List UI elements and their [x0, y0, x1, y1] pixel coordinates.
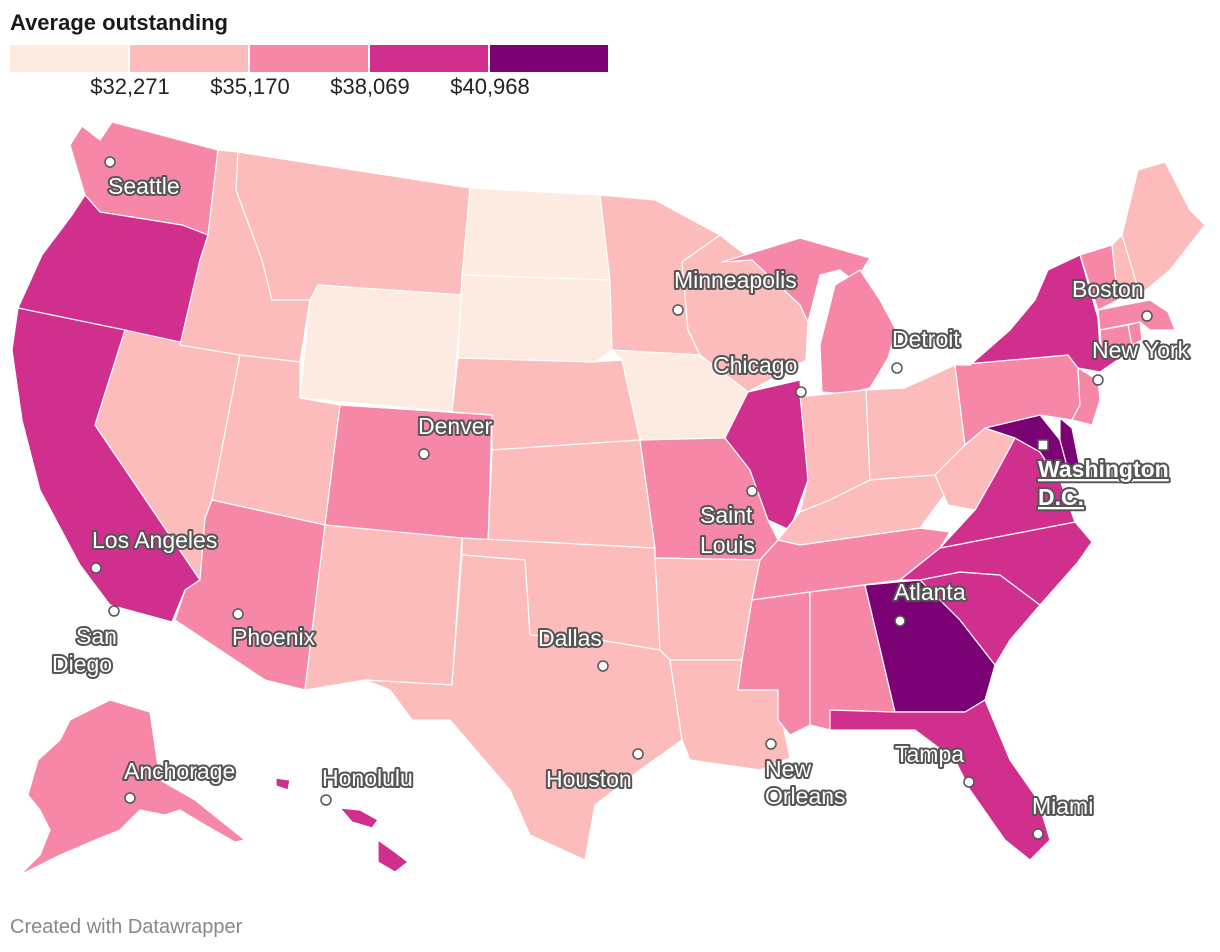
- city-label-houston: Houston: [546, 766, 632, 792]
- city-label-saint-louis-1: Saint: [700, 502, 753, 528]
- city-marker-san-diego: [108, 605, 120, 617]
- state-TX[interactable]: [364, 554, 683, 861]
- city-label-san-diego-1: San: [76, 623, 117, 649]
- state-HI3[interactable]: [275, 777, 291, 791]
- credit-text: Created with Datawrapper: [10, 916, 243, 938]
- legend-label-4: $40,968: [450, 74, 530, 99]
- state-NY[interactable]: [954, 254, 1126, 373]
- city-marker-tampa: [963, 776, 975, 788]
- state-DE[interactable]: [1059, 417, 1081, 471]
- city-label-boston: Boston: [1072, 276, 1144, 302]
- city-label-washington-d-c-2: D.C.: [1038, 484, 1084, 510]
- legend-swatch-5: [488, 45, 608, 72]
- city-label-honolulu: Honolulu: [322, 765, 413, 791]
- city-marker-new-orleans: [765, 738, 777, 750]
- city-marker-new-york: [1092, 374, 1104, 386]
- city-marker-houston: [632, 748, 644, 760]
- state-ME[interactable]: [1121, 161, 1206, 296]
- city-marker-minneapolis: [672, 304, 684, 316]
- city-label-washington-d-c-1: Washington: [1038, 456, 1169, 482]
- city-marker-dallas: [597, 660, 609, 672]
- city-label-new-orleans-2: Orleans: [765, 783, 846, 809]
- state-KS[interactable]: [487, 439, 656, 549]
- state-MT[interactable]: [235, 151, 471, 301]
- city-label-san-diego-2: Diego: [52, 651, 112, 677]
- city-marker-phoenix: [232, 608, 244, 620]
- color-legend: [10, 45, 608, 72]
- city-label-new-york: New York: [1092, 337, 1190, 363]
- city-label-detroit: Detroit: [892, 326, 960, 352]
- city-label-seattle: Seattle: [108, 173, 180, 199]
- city-marker-atlanta: [894, 615, 906, 627]
- legend-swatch-4: [368, 45, 488, 72]
- state-HI[interactable]: [377, 839, 409, 873]
- city-label-miami: Miami: [1032, 793, 1093, 819]
- city-label-los-angeles: Los Angeles: [92, 527, 217, 553]
- city-marker-los-angeles: [90, 562, 102, 574]
- city-marker-honolulu: [320, 794, 332, 806]
- state-AK[interactable]: [19, 699, 246, 876]
- city-label-tampa: Tampa: [895, 741, 964, 767]
- city-marker-anchorage: [124, 792, 136, 804]
- state-WY[interactable]: [299, 284, 463, 413]
- legend-label-2: $35,170: [210, 74, 290, 99]
- city-marker-saint-louis: [746, 485, 758, 497]
- city-label-phoenix: Phoenix: [232, 624, 316, 650]
- state-WI[interactable]: [681, 234, 809, 393]
- city-marker-boston: [1141, 310, 1153, 322]
- state-HI2[interactable]: [339, 807, 379, 829]
- city-label-chicago: Chicago: [713, 352, 797, 378]
- city-marker-seattle: [104, 156, 116, 168]
- state-NM[interactable]: [304, 524, 463, 691]
- legend-label-3: $38,069: [330, 74, 410, 99]
- city-label-new-orleans-1: New: [765, 756, 811, 782]
- legend-label-1: $32,271: [90, 74, 170, 99]
- state-MA[interactable]: [1097, 299, 1176, 331]
- state-ND[interactable]: [461, 187, 611, 281]
- city-label-anchorage: Anchorage: [124, 758, 235, 784]
- city-label-saint-louis-2: Louis: [700, 532, 755, 558]
- city-label-denver: Denver: [418, 413, 492, 439]
- city-marker-washington-d-c: [1037, 439, 1049, 451]
- state-MI[interactable]: [721, 237, 871, 323]
- state-SD[interactable]: [457, 274, 613, 366]
- city-label-minneapolis: Minneapolis: [674, 267, 797, 293]
- city-marker-detroit: [891, 362, 903, 374]
- map-title: Average outstanding: [10, 10, 228, 35]
- city-label-atlanta: Atlanta: [894, 579, 966, 605]
- city-marker-miami: [1032, 828, 1044, 840]
- legend-swatch-3: [248, 45, 368, 72]
- legend-swatch-2: [128, 45, 248, 72]
- state-MI2[interactable]: [819, 269, 897, 395]
- city-marker-denver: [418, 448, 430, 460]
- city-label-dallas: Dallas: [538, 625, 602, 651]
- city-marker-chicago: [795, 386, 807, 398]
- state-MD[interactable]: [984, 414, 1069, 476]
- legend-labels: $32,271 $35,170 $38,069 $40,968: [10, 74, 608, 102]
- legend-swatch-1: [10, 45, 128, 72]
- state-FL[interactable]: [829, 699, 1051, 861]
